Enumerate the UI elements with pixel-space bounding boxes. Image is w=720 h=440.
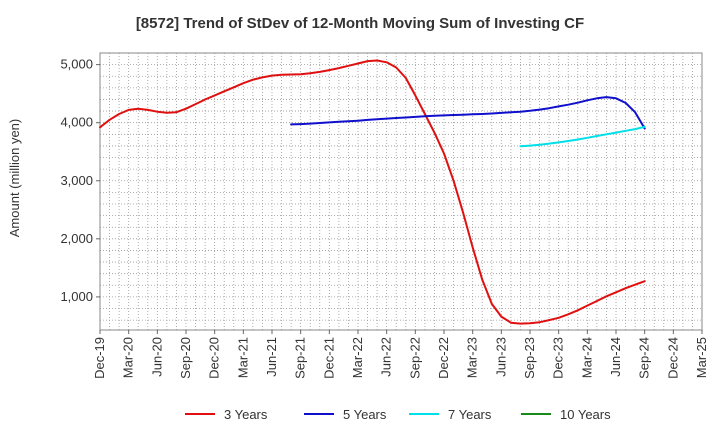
x-tick-label: Dec-19 <box>92 337 107 379</box>
x-tick-label: Sep-20 <box>178 337 193 379</box>
x-tick-label: Dec-20 <box>207 337 222 379</box>
x-tick-label: Dec-21 <box>321 337 336 379</box>
legend-item: 7 Years <box>409 407 492 422</box>
x-tick-label: Mar-25 <box>694 337 709 378</box>
x-tick-label: Mar-21 <box>235 337 250 378</box>
x-tick-label: Sep-23 <box>522 337 537 379</box>
plot-area <box>99 52 703 331</box>
legend-item: 5 Years <box>304 407 387 422</box>
x-tick-label: Dec-23 <box>551 337 566 379</box>
series-line-1 <box>99 59 646 325</box>
series-line-2 <box>290 96 646 130</box>
x-tick-label: Jun-24 <box>608 337 623 377</box>
y-axis: 1,000 2,000 3,000 4,000 5,000 <box>60 57 100 304</box>
x-tick-label: Jun-20 <box>149 337 164 377</box>
series-line-3 <box>519 125 646 148</box>
y-tick-label: 4,000 <box>60 115 93 130</box>
x-tick-label: Sep-21 <box>293 337 308 379</box>
legend-label: 7 Years <box>448 407 492 422</box>
x-tick-label: Mar-22 <box>350 337 365 378</box>
x-tick-label: Jun-21 <box>264 337 279 377</box>
legend-item: 3 Years <box>185 407 268 422</box>
x-axis: Dec-19 Mar-20 Jun-20 Sep-20 Dec-20 Mar-21 Jun-… <box>92 330 709 379</box>
y-tick-label: 1,000 <box>60 289 93 304</box>
legend-item: 10 Years <box>521 407 611 422</box>
x-tick-label: Dec-24 <box>665 337 680 379</box>
chart-title: [8572] Trend of StDev of 12-Month Moving… <box>136 15 584 32</box>
x-tick-label: Sep-24 <box>637 337 652 379</box>
x-tick-label: Mar-24 <box>579 337 594 378</box>
legend-label: 5 Years <box>343 407 387 422</box>
x-tick-label: Mar-23 <box>465 337 480 378</box>
legend-label: 10 Years <box>560 407 611 422</box>
x-tick-label: Jun-23 <box>493 337 508 377</box>
legend: 3 Years 5 Years 7 Years 10 Years <box>185 407 611 422</box>
y-tick-label: 2,000 <box>60 231 93 246</box>
grid <box>100 53 702 330</box>
y-axis-label: Amount (million yen) <box>7 119 22 238</box>
y-tick-label: 5,000 <box>60 57 93 72</box>
y-tick-label: 3,000 <box>60 173 93 188</box>
x-tick-label: Dec-22 <box>436 337 451 379</box>
x-tick-label: Mar-20 <box>121 337 136 378</box>
legend-label: 3 Years <box>224 407 268 422</box>
x-tick-label: Jun-22 <box>379 337 394 377</box>
series-group <box>99 59 646 325</box>
x-tick-label: Sep-22 <box>407 337 422 379</box>
